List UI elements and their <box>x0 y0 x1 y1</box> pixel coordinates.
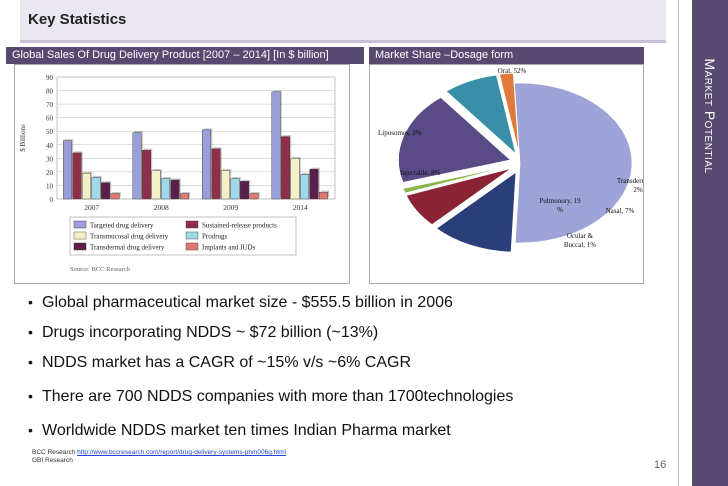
bar <box>72 152 82 200</box>
pie-label: Injectable, 8% <box>400 169 441 177</box>
bar <box>230 178 240 200</box>
reference-source: BCC Research <box>32 449 78 456</box>
bullet-item: • NDDS market has a CAGR of ~15% v/s ~6% … <box>28 354 412 371</box>
y-tick-label: 60 <box>46 115 54 123</box>
pie-slice <box>435 171 517 253</box>
bar <box>132 132 142 200</box>
pie-label: Nasal, 7% <box>606 207 635 215</box>
x-tick-label: 2014 <box>293 203 308 212</box>
slide-title: Key Statistics <box>28 11 127 28</box>
bar-chart: 0 10 20 30 40 50 60 70 80 90 $ Billions 2007 2008 200… <box>19 74 336 273</box>
reference-link[interactable]: http://www.bccresearch.com/report/drug-d… <box>77 449 286 456</box>
bullet-item: • Global pharmaceutical market size - $55… <box>28 294 453 311</box>
x-tick-label: 2007 <box>84 203 99 212</box>
pie-slice <box>398 96 512 183</box>
page-number: 16 <box>654 459 667 471</box>
bar <box>290 158 300 200</box>
y-tick-label: 10 <box>46 182 54 190</box>
bar <box>161 178 170 200</box>
y-tick-label: 80 <box>46 88 54 96</box>
bar <box>221 170 230 200</box>
y-tick-label: 90 <box>46 74 54 82</box>
bar <box>281 136 290 200</box>
bar <box>142 149 151 200</box>
pie-slice <box>402 165 511 194</box>
y-tick-label: 50 <box>46 128 54 136</box>
y-tick-label: 40 <box>46 142 54 150</box>
bar <box>309 168 319 200</box>
y-tick-label: 20 <box>46 169 54 177</box>
bar-chart-title: Global Sales Of Drug Delivery Product [2… <box>6 47 364 64</box>
bar <box>170 179 180 200</box>
bar <box>271 91 281 200</box>
legend-swatch <box>185 242 199 251</box>
pie-slice <box>498 72 520 154</box>
pie-slice <box>405 167 512 226</box>
legend-box <box>69 216 297 256</box>
bar <box>110 193 120 200</box>
y-tick-label: 30 <box>46 155 54 163</box>
chart-source: Source: BCC Research <box>70 266 131 273</box>
bar <box>101 182 110 200</box>
pie-slice <box>513 82 633 244</box>
references: BCC Research http://www.bccresearch.com/… <box>32 449 286 465</box>
legend-label: Transmucosal drug delivery <box>90 233 169 241</box>
bar <box>249 193 259 200</box>
x-tick-label: 2009 <box>223 203 238 212</box>
pie-chart-title: Market Share –Dosage form <box>369 47 644 64</box>
bar <box>91 177 101 200</box>
bar <box>240 181 249 200</box>
legend-label: Transdermal drug delivery <box>90 244 165 252</box>
y-tick-label: 70 <box>46 101 54 109</box>
legend-label: Targeted drug delivery <box>90 222 154 230</box>
y-axis-label: $ Billions <box>19 124 27 152</box>
pie-label: Oral, 52% <box>498 67 527 75</box>
legend-swatch <box>73 231 87 240</box>
bullet-item: • Drugs incorporating NDDS ~ $72 billion … <box>28 324 379 341</box>
pie-label: Liposomes, 2% <box>378 129 422 137</box>
legend-label: Sustained-release products <box>202 222 277 230</box>
bar <box>202 129 211 200</box>
pie-label: Ocular & Buccal, 1% <box>564 232 596 249</box>
x-tick-label: 2008 <box>154 203 169 212</box>
divider-rule <box>678 0 679 486</box>
pie-label: Pulmonory, 19% <box>539 197 581 214</box>
bar-chart-panel: 0 10 20 30 40 50 60 70 80 90 $ Billions 2007 2008 200… <box>14 64 350 284</box>
sidebar-label: Market Potential <box>702 58 718 174</box>
bar <box>151 170 161 200</box>
bullet-item: • There are 700 NDDS companies with more … <box>28 388 514 405</box>
reference-source-2: GBI Research <box>32 457 73 464</box>
bar <box>180 193 189 200</box>
bar <box>63 140 72 200</box>
legend-label: Prodrugs <box>202 233 228 241</box>
legend-swatch <box>185 231 199 240</box>
bar <box>319 192 328 200</box>
bar <box>211 148 221 200</box>
y-tick-label: 0 <box>50 196 54 204</box>
bar <box>82 173 91 200</box>
pie-slice <box>445 74 517 156</box>
bullet-item: • Worldwide NDDS market ten times Indian … <box>28 422 451 439</box>
pie-label: Transdermal, 12% <box>617 177 643 194</box>
legend-swatch <box>73 242 87 251</box>
legend-swatch <box>73 220 87 229</box>
slide-header: Key Statistics <box>20 0 666 43</box>
pie-chart-panel: Oral, 52% Transdermal, 12% Nasal, 7% Ocular… <box>369 64 660 284</box>
pie-chart: Oral, 52% Transdermal, 12% Nasal, 7% Ocular… <box>378 67 660 253</box>
legend-label: Implants and IUDs <box>202 244 256 252</box>
bar <box>300 174 309 200</box>
legend-swatch <box>185 220 199 229</box>
sidebar-band: Market Potential <box>692 0 728 486</box>
